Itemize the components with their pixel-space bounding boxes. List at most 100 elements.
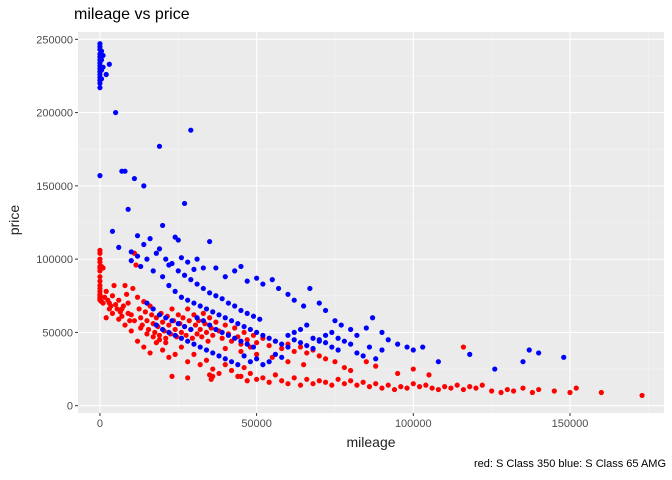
data-point-blue [279, 354, 285, 360]
data-point-blue [200, 265, 206, 271]
data-point-blue [244, 310, 250, 316]
data-point-blue [188, 127, 194, 133]
data-point-blue [163, 315, 169, 321]
data-point-blue [169, 260, 175, 267]
data-point-blue [178, 335, 185, 341]
data-point-blue [297, 326, 304, 333]
data-point-red [125, 310, 131, 316]
data-point-blue [341, 338, 347, 344]
data-point-blue [244, 278, 250, 284]
data-point-red [163, 335, 169, 341]
data-point-blue [304, 342, 310, 349]
data-point-blue [304, 322, 310, 328]
data-point-red [304, 350, 310, 356]
data-point-blue [310, 335, 316, 341]
data-point-blue [97, 80, 103, 86]
data-point-red [138, 325, 144, 331]
data-point-blue [329, 329, 335, 336]
data-point-blue [97, 85, 103, 91]
data-point-blue [536, 350, 542, 356]
x-axis-label: mileage [346, 434, 396, 450]
data-point-blue [147, 236, 153, 242]
data-point-blue [163, 256, 169, 262]
data-point-red [219, 335, 225, 341]
data-point-blue [98, 76, 105, 82]
data-point-blue [128, 249, 134, 255]
data-point-red [149, 312, 155, 318]
data-point-blue [191, 266, 197, 272]
chart-title: mileage vs price [74, 6, 190, 23]
data-point-blue [363, 325, 369, 331]
data-point-red [504, 386, 510, 393]
data-point-red [222, 322, 228, 328]
data-point-blue [219, 329, 225, 336]
data-point-red [163, 340, 169, 346]
data-point-blue [103, 71, 109, 78]
data-point-red [97, 274, 103, 280]
data-point-blue [250, 344, 257, 350]
data-point-blue [338, 322, 344, 328]
data-point-red [266, 379, 272, 385]
data-point-red [238, 348, 244, 355]
data-point-red [426, 372, 432, 378]
data-point-blue [348, 326, 354, 333]
data-point-red [144, 318, 150, 324]
data-point-red [213, 319, 219, 325]
data-point-red [145, 326, 152, 333]
y-tick-label: 150000 [36, 181, 73, 193]
data-point-red [385, 382, 391, 388]
data-point-red [134, 294, 141, 300]
data-point-red [322, 356, 329, 362]
data-point-blue [216, 353, 222, 359]
data-point-blue [125, 206, 131, 212]
data-point-blue [228, 318, 235, 324]
data-point-blue [98, 57, 105, 63]
data-point-red [520, 385, 526, 391]
data-point-red [127, 318, 133, 324]
data-point-red [254, 351, 260, 357]
data-point-red [598, 389, 604, 396]
data-point-blue [134, 253, 141, 259]
data-point-red [123, 291, 130, 297]
data-point-blue [322, 332, 329, 338]
data-point-blue [144, 300, 150, 306]
data-point-red [166, 354, 172, 360]
data-point-blue [175, 237, 181, 243]
data-point-blue [467, 351, 473, 357]
data-point-blue [526, 347, 532, 353]
data-point-red [152, 329, 158, 336]
data-point-red [373, 381, 379, 387]
data-point-red [130, 285, 136, 292]
data-point-red [391, 386, 398, 393]
data-point-blue [254, 329, 260, 336]
data-point-blue [175, 268, 181, 274]
data-point-blue [272, 338, 279, 344]
data-point-red [119, 306, 125, 312]
data-point-blue [210, 309, 216, 315]
data-point-blue [191, 341, 197, 347]
data-point-blue [222, 356, 228, 362]
data-point-red [329, 382, 335, 388]
data-point-blue [247, 359, 253, 365]
data-point-blue [238, 263, 244, 270]
data-point-blue [178, 294, 185, 300]
data-point-blue [181, 272, 188, 278]
data-point-blue [232, 335, 238, 341]
data-point-blue [172, 332, 178, 338]
data-point-blue [250, 313, 257, 319]
data-point-red [191, 351, 197, 357]
data-point-red [203, 329, 210, 336]
data-point-red [404, 385, 410, 391]
data-point-red [185, 359, 191, 365]
data-point-blue [222, 274, 228, 280]
data-point-blue [200, 285, 206, 292]
data-point-blue [128, 258, 134, 264]
data-point-blue [156, 143, 163, 149]
data-point-red [279, 345, 285, 352]
data-point-blue [241, 323, 247, 330]
data-point-blue [348, 341, 354, 347]
data-point-red [197, 362, 203, 368]
data-point-red [109, 293, 116, 299]
y-axis-label: price [6, 204, 22, 236]
data-point-blue [219, 296, 225, 302]
